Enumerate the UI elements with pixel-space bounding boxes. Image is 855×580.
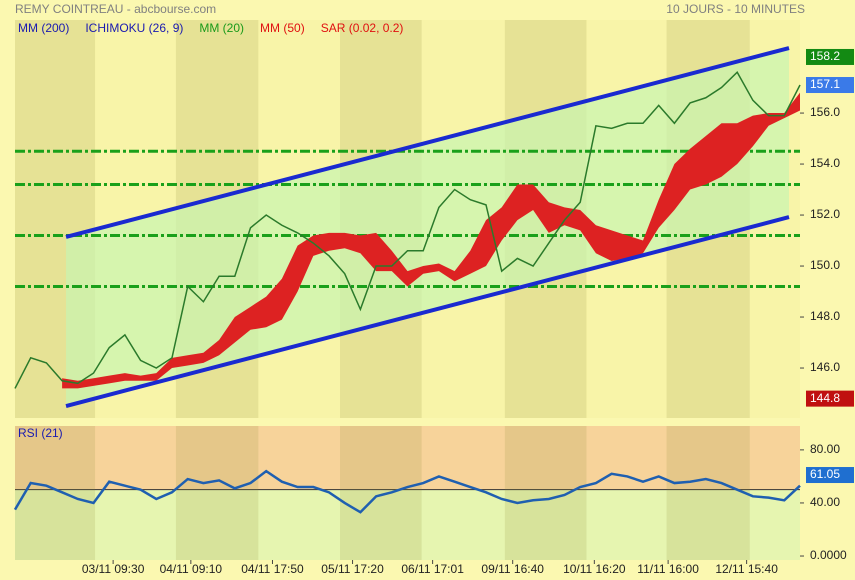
x-tick-label: 12/11 15:40 [715, 562, 778, 576]
x-tick-label: 04/11 09:10 [160, 562, 223, 576]
trend-line [65, 46, 790, 239]
series-line [14, 71, 801, 389]
day-band [666, 426, 750, 560]
y-tick-label: 152.0 [810, 207, 840, 221]
x-tick-label: 03/11 09:30 [82, 562, 145, 576]
chart-subtitle: 10 JOURS - 10 MINUTES [666, 2, 805, 16]
panel-title: RSI (21) [18, 426, 63, 440]
ichimoku-cloud [62, 92, 801, 389]
x-tick-label: 06/11 17:01 [401, 562, 464, 576]
legend-entry: MM (50) [260, 21, 305, 35]
x-tick-label: 10/11 16:20 [563, 562, 626, 576]
y-tick-label: 154.0 [810, 156, 840, 170]
y-tick-label: 146.0 [810, 360, 840, 374]
y-tick-label: 156.0 [810, 105, 840, 119]
price-marker-label: 157.1 [810, 77, 840, 91]
price-marker-label: 61.05 [810, 467, 840, 481]
price-marker [806, 77, 854, 94]
legend-entry: MM (20) [199, 21, 244, 35]
series-line [13, 469, 801, 514]
x-tick-label: 09/11 16:40 [481, 562, 544, 576]
price-marker [806, 48, 854, 65]
y-tick-label: 40.00 [810, 495, 840, 509]
y-tick-label: 0.0000 [810, 548, 847, 562]
price-marker-label: 158.2 [810, 49, 840, 63]
day-band [339, 426, 422, 560]
chart-title: REMY COINTREAU - abcbourse.com [15, 2, 216, 16]
x-tick-label: 05/11 17:20 [321, 562, 384, 576]
day-band [15, 426, 96, 560]
legend-entry: SAR (0.02, 0.2) [321, 21, 404, 35]
legend-entry: ICHIMOKU (26, 9) [85, 21, 183, 35]
overbought-zone [15, 426, 800, 490]
y-tick-label: 150.0 [810, 258, 840, 272]
day-band [175, 426, 259, 560]
price-marker-label: 144.8 [810, 391, 840, 405]
legend-entry: MM (200) [18, 21, 69, 35]
trend-line [65, 215, 790, 408]
x-tick-label: 04/11 17:50 [241, 562, 304, 576]
price-marker [806, 390, 854, 407]
x-tick-label: 11/11 16:00 [637, 562, 699, 576]
price-marker [806, 467, 854, 484]
day-band [504, 426, 587, 560]
y-tick-label: 148.0 [810, 309, 840, 323]
y-tick-label: 80.00 [810, 442, 840, 456]
